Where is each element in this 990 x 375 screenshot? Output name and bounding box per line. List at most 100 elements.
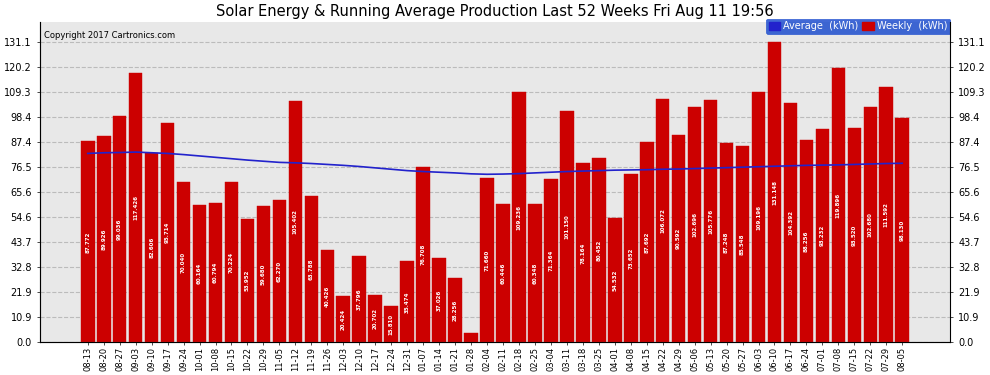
Bar xyxy=(368,295,382,342)
Bar xyxy=(272,200,286,342)
Bar xyxy=(751,92,765,342)
Text: 93.232: 93.232 xyxy=(820,225,825,246)
Bar xyxy=(81,141,94,342)
Bar xyxy=(352,256,366,342)
Bar xyxy=(688,107,702,342)
Text: 104.392: 104.392 xyxy=(788,210,793,236)
Bar xyxy=(177,182,190,342)
Text: 35.474: 35.474 xyxy=(405,291,410,312)
Bar xyxy=(321,250,334,342)
Bar xyxy=(113,116,127,342)
Legend: Average  (kWh), Weekly  (kWh): Average (kWh), Weekly (kWh) xyxy=(766,18,950,34)
Bar xyxy=(816,129,830,342)
Text: 54.532: 54.532 xyxy=(612,269,618,291)
Text: 88.256: 88.256 xyxy=(804,231,809,252)
Bar xyxy=(241,219,254,342)
Bar xyxy=(337,296,350,342)
Bar xyxy=(384,306,398,342)
Text: 73.652: 73.652 xyxy=(629,248,634,269)
Text: 95.714: 95.714 xyxy=(165,222,170,243)
Bar xyxy=(129,74,143,342)
Bar xyxy=(512,92,526,342)
Text: 70.040: 70.040 xyxy=(181,252,186,273)
Bar xyxy=(640,141,653,342)
Text: Copyright 2017 Cartronics.com: Copyright 2017 Cartronics.com xyxy=(45,32,175,40)
Bar xyxy=(480,178,494,342)
Bar xyxy=(847,128,861,342)
Bar xyxy=(767,42,781,342)
Bar xyxy=(560,111,573,342)
Bar xyxy=(433,258,446,342)
Bar xyxy=(97,136,111,342)
Text: 87.772: 87.772 xyxy=(85,231,90,253)
Text: 59.680: 59.680 xyxy=(261,263,266,285)
Text: 101.150: 101.150 xyxy=(564,214,569,239)
Text: 102.680: 102.680 xyxy=(868,212,873,237)
Text: 111.592: 111.592 xyxy=(884,202,889,227)
Bar xyxy=(496,204,510,342)
Text: 80.452: 80.452 xyxy=(596,240,601,261)
Text: 71.660: 71.660 xyxy=(484,250,489,271)
Text: 109.236: 109.236 xyxy=(517,205,522,230)
Text: 109.196: 109.196 xyxy=(756,205,761,230)
Bar xyxy=(305,196,318,342)
Text: 102.696: 102.696 xyxy=(692,212,697,237)
Bar xyxy=(209,203,223,342)
Bar xyxy=(400,261,414,342)
Bar xyxy=(592,158,606,342)
Text: 60.446: 60.446 xyxy=(501,262,506,284)
Text: 28.256: 28.256 xyxy=(452,299,457,321)
Bar xyxy=(288,101,302,342)
Bar xyxy=(464,333,478,342)
Text: 37.026: 37.026 xyxy=(437,290,442,310)
Text: 87.692: 87.692 xyxy=(644,231,649,253)
Text: 37.796: 37.796 xyxy=(356,288,361,310)
Text: 89.926: 89.926 xyxy=(101,229,106,250)
Text: 20.424: 20.424 xyxy=(341,309,346,330)
Bar xyxy=(896,118,909,342)
Text: 131.148: 131.148 xyxy=(772,180,777,205)
Text: 60.348: 60.348 xyxy=(533,262,538,284)
Bar xyxy=(656,99,669,342)
Bar xyxy=(784,103,797,342)
Bar xyxy=(225,182,239,342)
Text: 20.702: 20.702 xyxy=(372,308,378,329)
Bar xyxy=(544,179,557,342)
Text: 40.426: 40.426 xyxy=(325,285,330,307)
Text: 60.794: 60.794 xyxy=(213,262,218,284)
Text: 78.164: 78.164 xyxy=(580,242,585,264)
Bar xyxy=(608,217,622,342)
Bar xyxy=(879,87,893,342)
Bar xyxy=(576,164,590,342)
Title: Solar Energy & Running Average Production Last 52 Weeks Fri Aug 11 19:56: Solar Energy & Running Average Productio… xyxy=(216,4,774,19)
Text: 90.592: 90.592 xyxy=(676,228,681,249)
Bar xyxy=(832,68,845,342)
Text: 105.402: 105.402 xyxy=(293,209,298,234)
Text: 98.130: 98.130 xyxy=(900,219,905,241)
Text: 60.164: 60.164 xyxy=(197,263,202,284)
Bar xyxy=(800,140,813,342)
Text: 106.072: 106.072 xyxy=(660,209,665,233)
Text: 15.810: 15.810 xyxy=(389,314,394,335)
Bar xyxy=(417,167,430,342)
Bar xyxy=(256,206,270,342)
Bar xyxy=(704,100,718,342)
Bar xyxy=(736,147,749,342)
Text: 71.364: 71.364 xyxy=(548,250,553,272)
Text: 82.606: 82.606 xyxy=(149,237,154,258)
Text: 87.248: 87.248 xyxy=(724,232,729,253)
Bar xyxy=(672,135,685,342)
Text: 99.036: 99.036 xyxy=(117,218,122,240)
Text: 85.548: 85.548 xyxy=(741,234,745,255)
Bar xyxy=(448,278,462,342)
Text: 76.708: 76.708 xyxy=(421,244,426,265)
Bar xyxy=(624,174,638,342)
Text: 93.520: 93.520 xyxy=(851,225,856,246)
Bar xyxy=(160,123,174,342)
Text: 119.896: 119.896 xyxy=(836,192,841,217)
Bar xyxy=(193,205,206,342)
Bar xyxy=(528,204,542,342)
Bar xyxy=(720,142,734,342)
Text: 105.776: 105.776 xyxy=(708,209,713,234)
Bar xyxy=(145,153,158,342)
